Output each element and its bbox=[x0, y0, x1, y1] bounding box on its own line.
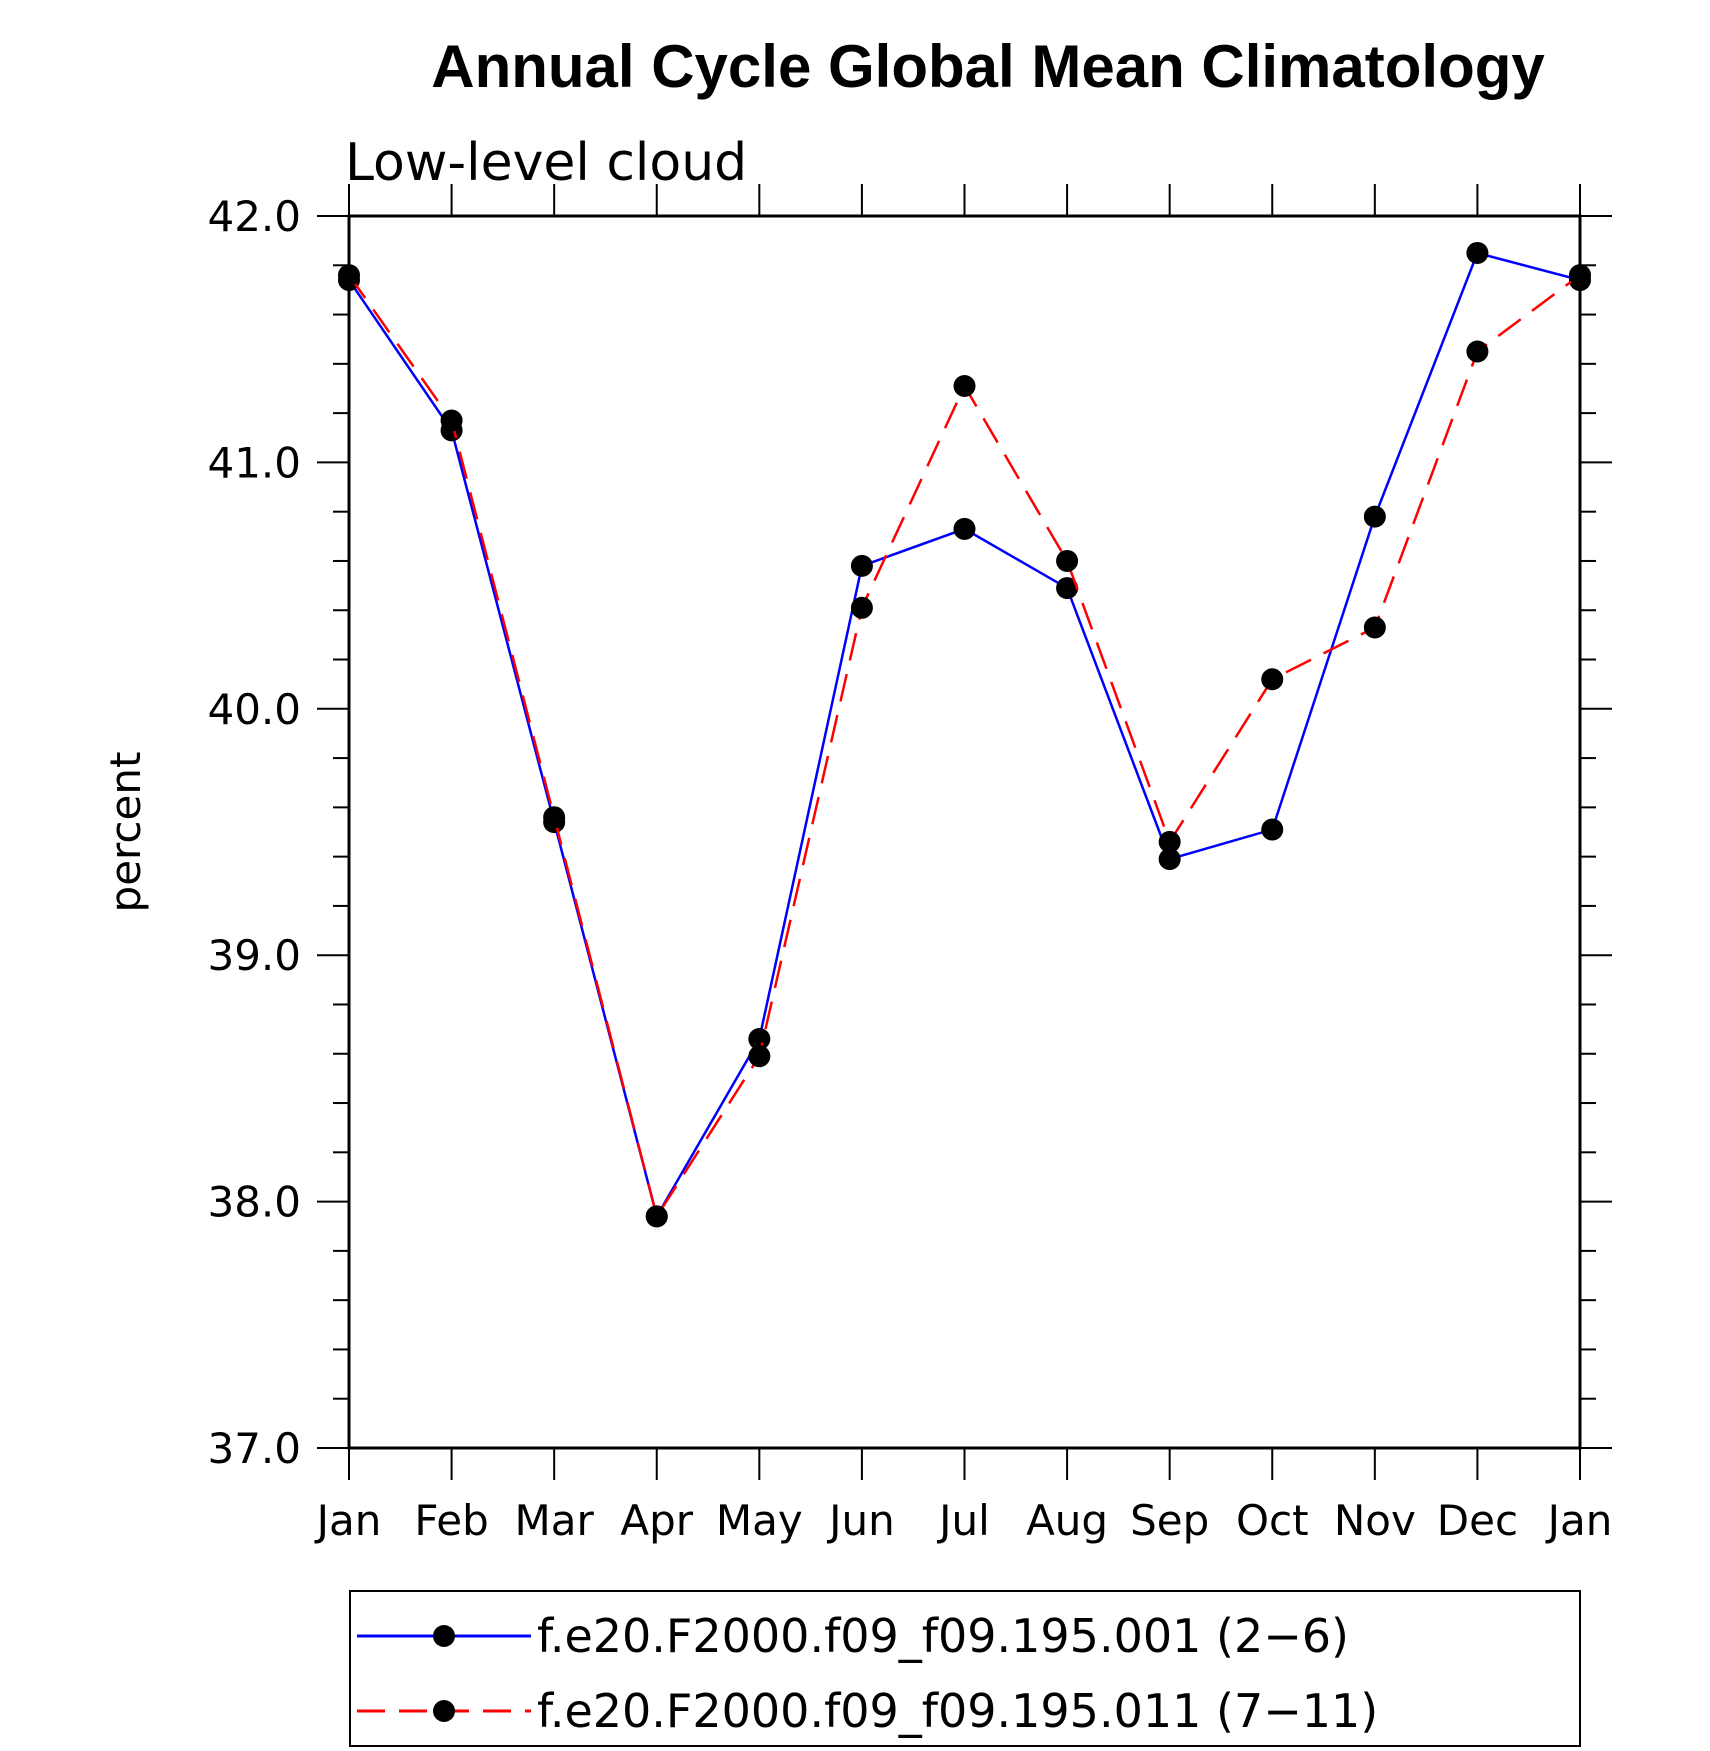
series-1-point bbox=[850, 554, 873, 577]
legend-label-series-1: f.e20.F2000.f09_f09.195.001 (2−6) bbox=[537, 1609, 1349, 1663]
series-2-point bbox=[953, 375, 976, 398]
plot-frame bbox=[347, 214, 1582, 1450]
series-1-point bbox=[1158, 848, 1181, 871]
legend: f.e20.F2000.f09_f09.195.001 (2−6) f.e20.… bbox=[349, 1590, 1581, 1747]
y-tick-label: 38.0 bbox=[207, 1178, 301, 1227]
y-tick-label: 39.0 bbox=[207, 931, 301, 980]
series-2-point bbox=[1261, 668, 1284, 691]
x-tick-label: Jan bbox=[1545, 1496, 1613, 1545]
y-tick-label: 42.0 bbox=[207, 192, 301, 241]
series-2-point bbox=[1363, 616, 1386, 639]
series-2-point bbox=[543, 806, 566, 829]
x-tick-label: Mar bbox=[515, 1496, 595, 1545]
legend-label-series-2: f.e20.F2000.f09_f09.195.011 (7−11) bbox=[537, 1684, 1378, 1738]
x-tick-label: Oct bbox=[1236, 1496, 1309, 1545]
series-2-point bbox=[1466, 340, 1489, 363]
x-tick-label: Apr bbox=[620, 1496, 693, 1545]
y-tick-label: 40.0 bbox=[207, 685, 301, 734]
legend-marker-series-1 bbox=[433, 1625, 455, 1647]
series-2-point bbox=[1158, 830, 1181, 853]
x-tick-label: May bbox=[716, 1496, 803, 1545]
x-tick-label: Sep bbox=[1130, 1496, 1209, 1545]
series-1-point bbox=[1261, 818, 1284, 841]
series-1-point bbox=[953, 517, 976, 540]
x-axis-ticks: Jan Feb Mar Apr May Jun Jul Aug Sep Oct Nov Dec Jan bbox=[314, 184, 1613, 1545]
series-1-point bbox=[1466, 241, 1489, 264]
x-tick-label: Jun bbox=[826, 1496, 895, 1545]
y-tick-label: 37.0 bbox=[207, 1424, 301, 1473]
x-tick-label: Nov bbox=[1334, 1496, 1416, 1545]
series-1-point bbox=[1056, 577, 1079, 600]
x-tick-label: Jan bbox=[314, 1496, 382, 1545]
legend-box bbox=[349, 1590, 1581, 1747]
series-line-1 bbox=[347, 251, 1581, 1220]
series-2-point bbox=[1056, 549, 1079, 572]
series-1-point bbox=[1363, 505, 1386, 528]
series-2-point bbox=[338, 264, 360, 287]
x-tick-label: Dec bbox=[1437, 1496, 1518, 1545]
legend-marker-series-2 bbox=[433, 1700, 455, 1722]
chart-title: Annual Cycle Global Mean Climatology bbox=[431, 33, 1545, 100]
series-2-point bbox=[645, 1205, 668, 1228]
y-tick-label: 41.0 bbox=[207, 438, 301, 487]
x-tick-label: Aug bbox=[1026, 1496, 1108, 1545]
series-2-point bbox=[1569, 264, 1591, 287]
series-1-point bbox=[748, 1027, 771, 1050]
x-tick-label: Feb bbox=[414, 1496, 488, 1545]
y-axis-ticks: 37.0 38.0 39.0 40.0 41.0 42.0 bbox=[207, 192, 1612, 1473]
chart-subtitle: Low-level cloud bbox=[345, 133, 747, 193]
series-2-point bbox=[850, 596, 873, 619]
x-tick-label: Jul bbox=[936, 1496, 990, 1545]
series-2-point bbox=[748, 1045, 771, 1068]
series-layer bbox=[338, 241, 1591, 1228]
y-axis-label: percent bbox=[101, 752, 150, 913]
series-2-point bbox=[440, 409, 463, 432]
